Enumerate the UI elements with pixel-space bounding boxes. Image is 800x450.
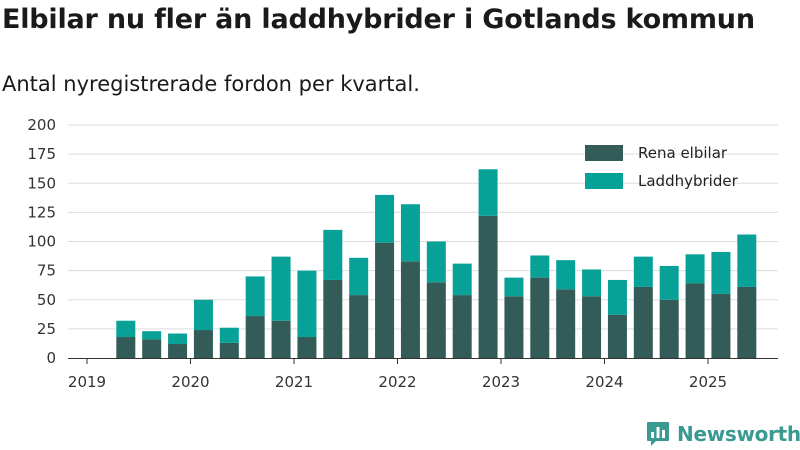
- bar-rena-elbilar: [375, 242, 395, 358]
- y-tick-label: 125: [27, 203, 56, 221]
- bar-chart-speech-bubble-icon: [647, 422, 669, 446]
- legend-swatch: [585, 145, 623, 161]
- bar-rena-elbilar: [116, 337, 136, 358]
- bar-laddhybrider: [219, 327, 239, 343]
- x-tick-label: 2021: [275, 373, 313, 391]
- bar-laddhybrider: [582, 269, 602, 297]
- bar-laddhybrider: [375, 194, 395, 243]
- bar-rena-elbilar: [737, 286, 757, 358]
- bar-rena-elbilar: [349, 295, 369, 358]
- bar-rena-elbilar: [323, 279, 343, 358]
- bar-rena-elbilar: [400, 261, 420, 358]
- bar-laddhybrider: [426, 241, 446, 283]
- bar-laddhybrider: [271, 256, 291, 321]
- bar-laddhybrider: [245, 276, 265, 317]
- legend-label: Laddhybrider: [638, 172, 739, 190]
- bar-rena-elbilar: [556, 289, 576, 358]
- bar-laddhybrider: [504, 277, 524, 297]
- x-tick-label: 2023: [482, 373, 520, 391]
- y-axis-ticks: 0 25 50 75 100 125 150 175 200: [27, 116, 56, 367]
- bar-laddhybrider: [737, 234, 757, 287]
- grid-lines: [68, 124, 778, 330]
- bar-laddhybrider: [297, 270, 317, 338]
- legend: Rena elbilar Laddhybrider: [585, 144, 739, 190]
- bar-rena-elbilar: [582, 296, 602, 358]
- bar-rena-elbilar: [478, 215, 498, 358]
- x-axis: 2019 2020 2021 2022 2023 2024 2025: [68, 358, 778, 391]
- brand-name: Newsworthy: [677, 422, 800, 446]
- bar-laddhybrider: [116, 320, 136, 338]
- bar-laddhybrider: [685, 254, 705, 284]
- bar-rena-elbilar: [245, 316, 265, 358]
- bar-laddhybrider: [556, 260, 576, 290]
- bar-laddhybrider: [142, 331, 162, 340]
- bar-rena-elbilar: [711, 293, 731, 358]
- x-tick-label: 2019: [68, 373, 106, 391]
- chart-title: Elbilar nu fler än laddhybrider i Gotlan…: [2, 4, 755, 35]
- bar-laddhybrider: [633, 256, 653, 287]
- bar-laddhybrider: [452, 263, 472, 296]
- y-tick-label: 150: [27, 174, 56, 192]
- bar-rena-elbilar: [659, 299, 679, 358]
- y-tick-label: 25: [37, 320, 56, 338]
- bar-laddhybrider: [530, 255, 550, 278]
- legend-swatch: [585, 173, 623, 189]
- bar-rena-elbilar: [426, 282, 446, 358]
- x-tick-label: 2024: [585, 373, 623, 391]
- bar-laddhybrider: [323, 229, 343, 280]
- bar-laddhybrider: [168, 333, 188, 345]
- bar-rena-elbilar: [271, 320, 291, 358]
- bar-laddhybrider: [659, 265, 679, 300]
- bar-rena-elbilar: [452, 295, 472, 358]
- y-tick-label: 75: [37, 262, 56, 280]
- bar-rena-elbilar: [219, 342, 239, 358]
- bar-laddhybrider: [478, 169, 498, 216]
- bars: [116, 169, 757, 358]
- bar-rena-elbilar: [168, 344, 188, 358]
- y-tick-label: 100: [27, 233, 56, 251]
- brand-logo: Newsworthy: [646, 420, 800, 448]
- x-tick-label: 2025: [689, 373, 727, 391]
- bar-rena-elbilar: [685, 283, 705, 358]
- bar-laddhybrider: [193, 299, 213, 331]
- chart-subtitle: Antal nyregistrerade fordon per kvartal.: [2, 72, 420, 96]
- y-tick-label: 200: [27, 116, 56, 134]
- bar-rena-elbilar: [607, 314, 627, 358]
- y-tick-label: 50: [37, 291, 56, 309]
- bar-rena-elbilar: [530, 277, 550, 358]
- bar-rena-elbilar: [633, 286, 653, 358]
- bar-rena-elbilar: [142, 339, 162, 358]
- x-tick-label: 2022: [378, 373, 416, 391]
- bar-rena-elbilar: [504, 296, 524, 358]
- bar-laddhybrider: [607, 279, 627, 315]
- bar-rena-elbilar: [297, 337, 317, 358]
- bar-laddhybrider: [711, 251, 731, 294]
- y-tick-label: 175: [27, 145, 56, 163]
- x-tick-label: 2020: [171, 373, 209, 391]
- bar-laddhybrider: [400, 204, 420, 262]
- y-tick-label: 0: [46, 349, 56, 367]
- bar-rena-elbilar: [193, 330, 213, 358]
- bar-laddhybrider: [349, 257, 369, 296]
- legend-label: Rena elbilar: [638, 144, 728, 162]
